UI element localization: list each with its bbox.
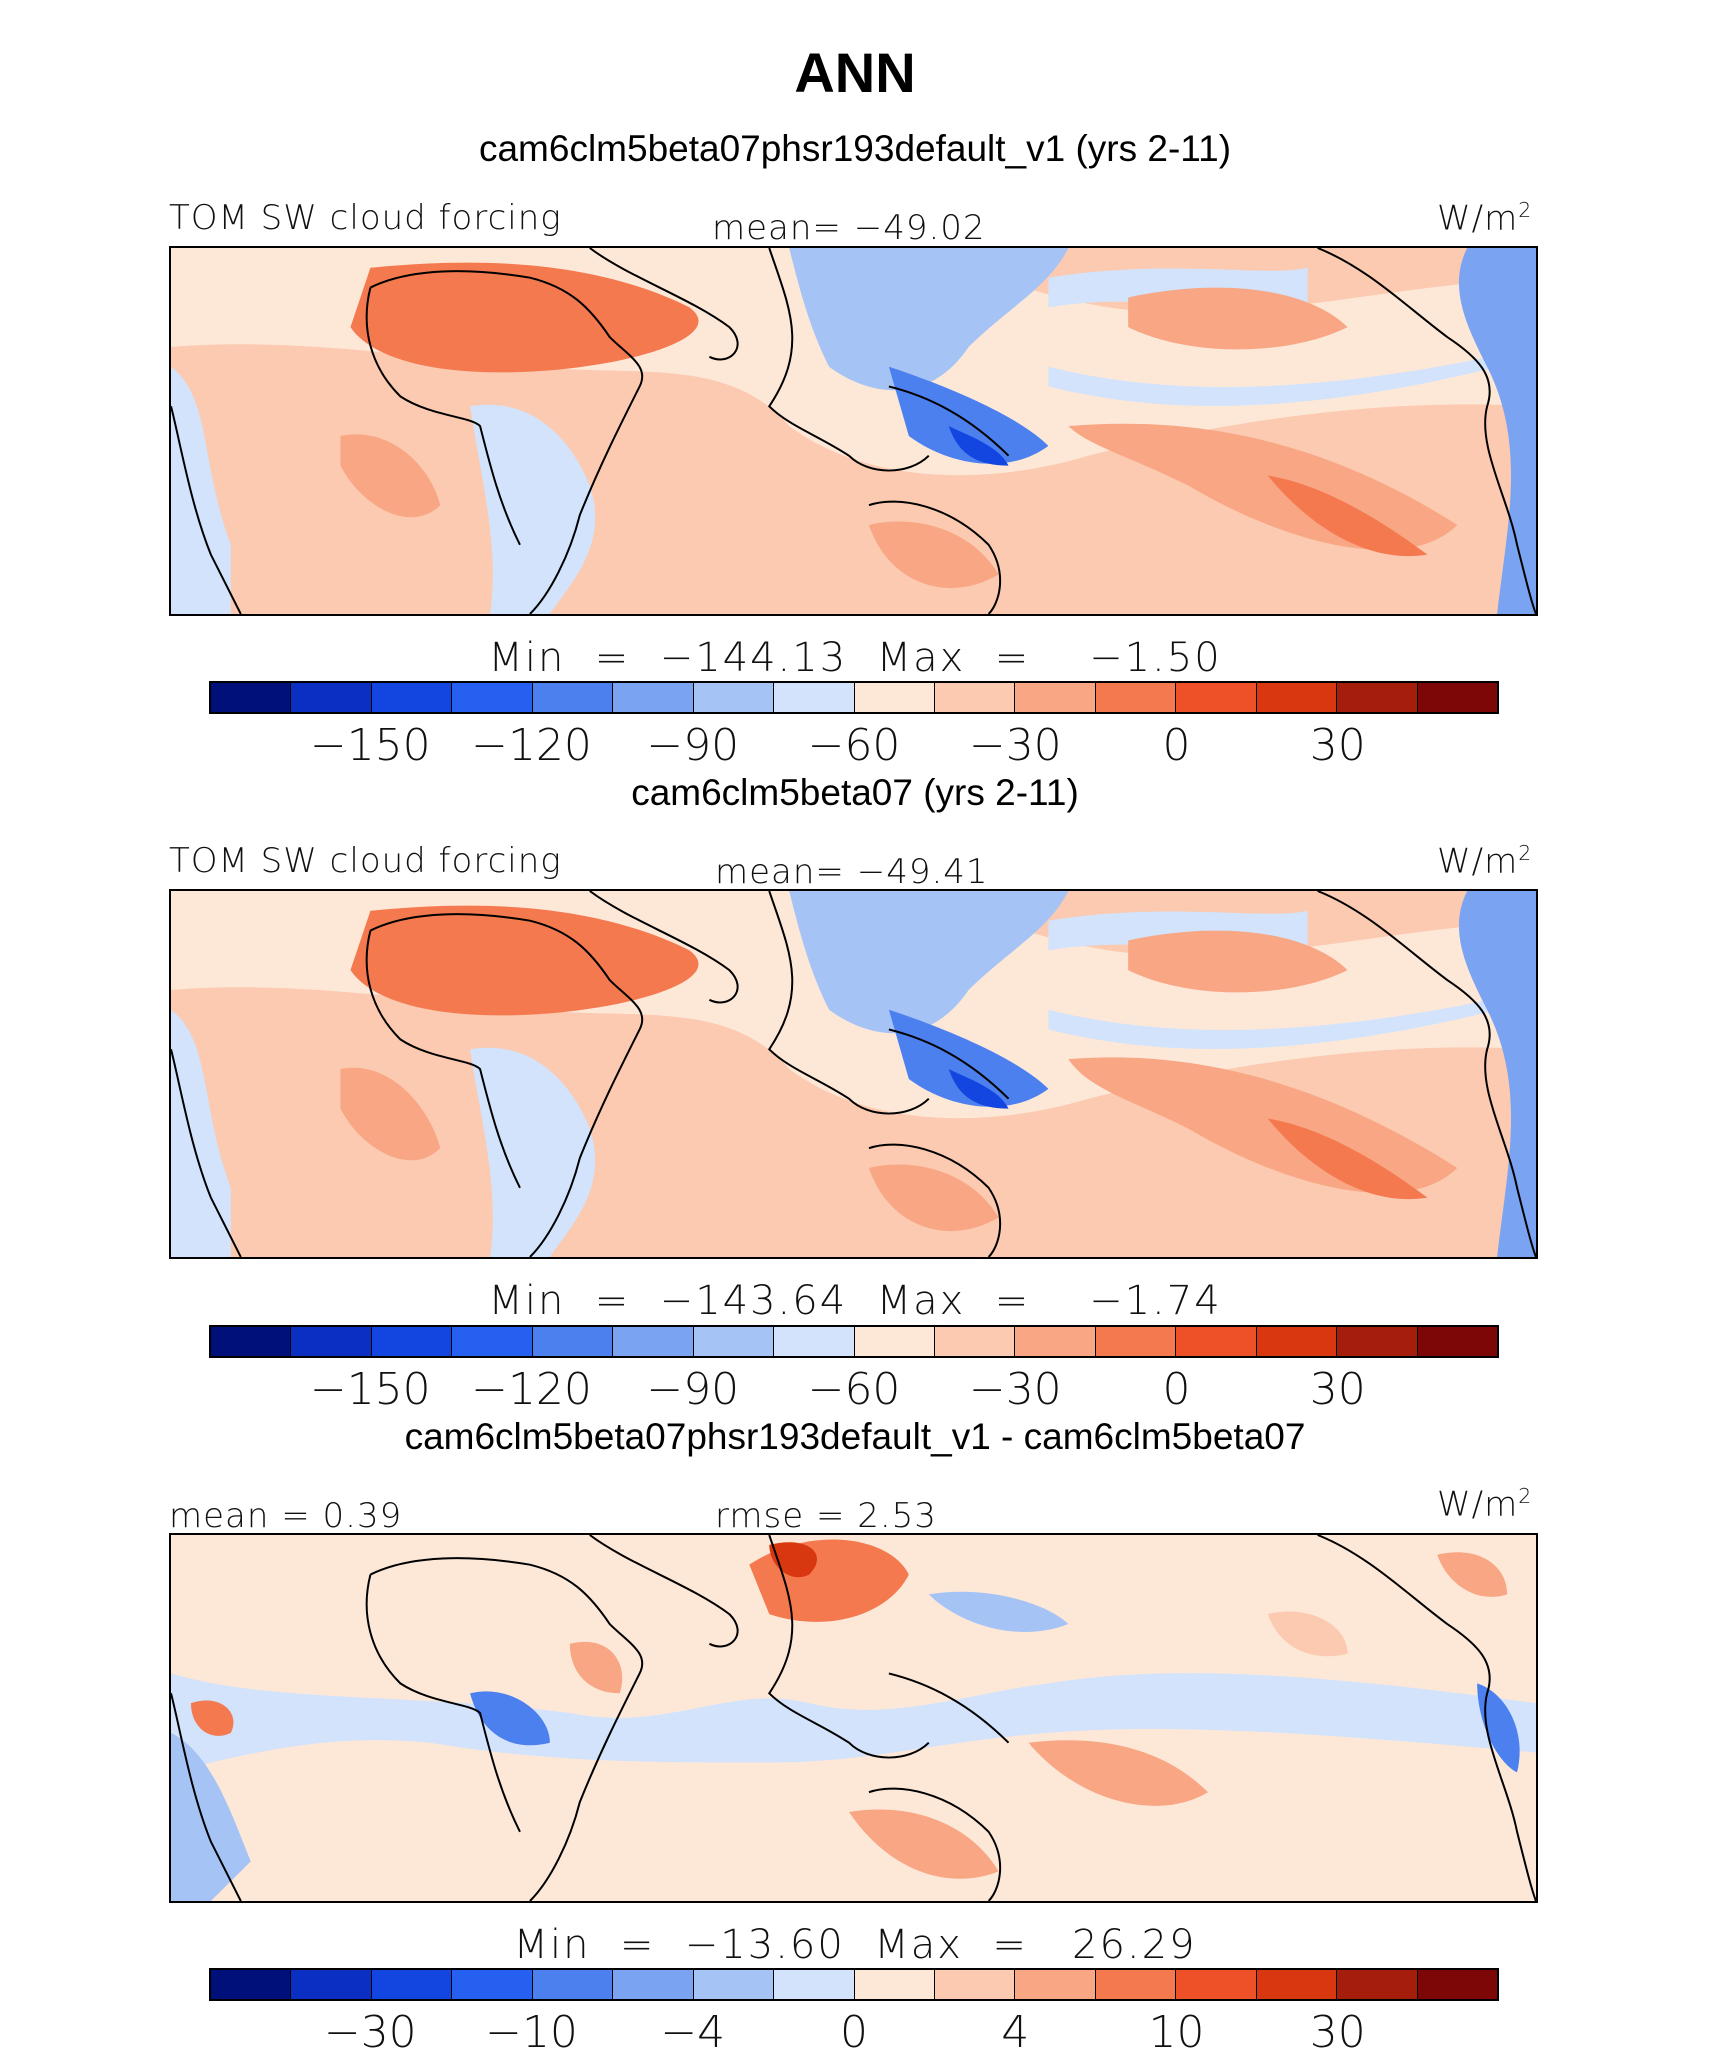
- panel-1-colorbar: [209, 681, 1499, 714]
- panel-2-map: [169, 889, 1538, 1259]
- panel-2-colorbar: [209, 1325, 1499, 1358]
- colorbar-tick-label: −90: [646, 1364, 740, 1415]
- colorbar-swatch: [291, 683, 372, 712]
- colorbar-swatch: [1015, 683, 1096, 712]
- colorbar-swatch: [452, 1327, 533, 1356]
- colorbar-swatch: [1015, 1970, 1096, 1999]
- colorbar-swatch: [934, 683, 1016, 712]
- panel-1-minmax: Min = −144.13 Max = −1.50: [488, 635, 1222, 681]
- colorbar-swatch: [693, 1970, 775, 1999]
- colorbar-swatch: [371, 1327, 453, 1356]
- colorbar-tick-label: −120: [471, 720, 592, 771]
- colorbar-tick-label: −30: [323, 2007, 417, 2058]
- panel-1-mean-label: mean= −49.02: [712, 208, 986, 248]
- figure-title: ANN: [794, 41, 916, 104]
- colorbar-swatch: [452, 1970, 533, 1999]
- colorbar-swatch: [1256, 1327, 1338, 1356]
- colorbar-swatch: [1095, 1327, 1177, 1356]
- panel-3-case-title: cam6clm5beta07phsr193default_v1 - cam6cl…: [404, 1416, 1306, 1457]
- colorbar-tick-label: 0: [1162, 1364, 1191, 1415]
- colorbar-swatch: [1337, 683, 1418, 712]
- panel-2-mean-label: mean= −49.41: [715, 852, 989, 892]
- colorbar-swatch: [774, 1327, 855, 1356]
- colorbar-swatch: [693, 683, 775, 712]
- colorbar-swatch: [1417, 1327, 1497, 1356]
- panel-1-map: [169, 246, 1538, 616]
- panel-2-variable-label: TOM SW cloud forcing: [169, 841, 562, 881]
- colorbar-swatch: [532, 1970, 614, 1999]
- colorbar-swatch: [613, 1970, 694, 1999]
- colorbar-swatch: [693, 1327, 775, 1356]
- colorbar-tick-label: −150: [309, 720, 431, 771]
- colorbar-swatch: [211, 1327, 292, 1356]
- colorbar-swatch: [1417, 1970, 1497, 1999]
- panel-3-units: W/m2: [1437, 1484, 1533, 1525]
- colorbar-tick-label: −150: [309, 1364, 431, 1415]
- colorbar-tick-label: −4: [660, 2007, 726, 2058]
- panel-3-mean-label: mean = 0.39: [169, 1496, 403, 1536]
- colorbar-tick-label: −60: [807, 1364, 901, 1415]
- colorbar-tick-label: −10: [485, 2007, 578, 2058]
- colorbar-swatch: [1337, 1327, 1418, 1356]
- panel-1-units: W/m2: [1437, 198, 1533, 239]
- colorbar-swatch: [1095, 683, 1177, 712]
- colorbar-swatch: [1095, 1970, 1177, 1999]
- colorbar-swatch: [1417, 683, 1497, 712]
- colorbar-tick-label: 0: [1162, 720, 1191, 771]
- panel-1-variable-label: TOM SW cloud forcing: [169, 198, 562, 238]
- colorbar-tick-label: 4: [1001, 2007, 1030, 2058]
- colorbar-swatch: [371, 1970, 453, 1999]
- colorbar-tick-label: 0: [840, 2007, 868, 2058]
- colorbar-swatch: [1256, 1970, 1338, 1999]
- colorbar-swatch: [1015, 1327, 1096, 1356]
- colorbar-swatch: [211, 683, 292, 712]
- colorbar-swatch: [532, 683, 614, 712]
- colorbar-tick-label: 30: [1309, 1364, 1366, 1415]
- colorbar-swatch: [452, 683, 533, 712]
- colorbar-swatch: [291, 1327, 372, 1356]
- colorbar-swatch: [1176, 683, 1257, 712]
- panel-3-minmax: Min = −13.60 Max = 26.29: [513, 1922, 1197, 1968]
- colorbar-tick-label: 30: [1309, 720, 1366, 771]
- panel-2-minmax: Min = −143.64 Max = −1.74: [488, 1278, 1222, 1324]
- colorbar-swatch: [774, 1970, 855, 1999]
- panel-3-rmse-label: rmse = 2.53: [715, 1496, 937, 1536]
- colorbar-tick-label: −60: [807, 720, 901, 771]
- colorbar-tick-label: −90: [646, 720, 740, 771]
- panel-1-case-title: cam6clm5beta07phsr193default_v1 (yrs 2-1…: [478, 128, 1232, 169]
- colorbar-swatch: [1176, 1970, 1257, 1999]
- colorbar-swatch: [774, 683, 855, 712]
- panel-2-case-title: cam6clm5beta07 (yrs 2-11): [631, 772, 1079, 813]
- colorbar-tick-label: −30: [968, 720, 1062, 771]
- colorbar-tick-label: 10: [1148, 2007, 1205, 2058]
- panel-3-map: [169, 1533, 1538, 1903]
- colorbar-swatch: [1337, 1970, 1418, 1999]
- colorbar-swatch: [1176, 1327, 1257, 1356]
- colorbar-tick-label: −30: [968, 1364, 1062, 1415]
- colorbar-swatch: [854, 1327, 935, 1356]
- colorbar-tick-label: −120: [471, 1364, 592, 1415]
- colorbar-swatch: [934, 1970, 1016, 1999]
- colorbar-swatch: [613, 683, 694, 712]
- colorbar-swatch: [1256, 683, 1338, 712]
- colorbar-swatch: [532, 1327, 614, 1356]
- colorbar-swatch: [854, 1970, 935, 1999]
- colorbar-swatch: [291, 1970, 372, 1999]
- colorbar-tick-label: 30: [1309, 2007, 1366, 2058]
- colorbar-swatch: [854, 683, 935, 712]
- panel-2-units: W/m2: [1437, 841, 1533, 882]
- colorbar-swatch: [211, 1970, 292, 1999]
- colorbar-swatch: [934, 1327, 1016, 1356]
- colorbar-swatch: [613, 1327, 694, 1356]
- panel-3-colorbar: [209, 1968, 1499, 2001]
- colorbar-swatch: [371, 683, 453, 712]
